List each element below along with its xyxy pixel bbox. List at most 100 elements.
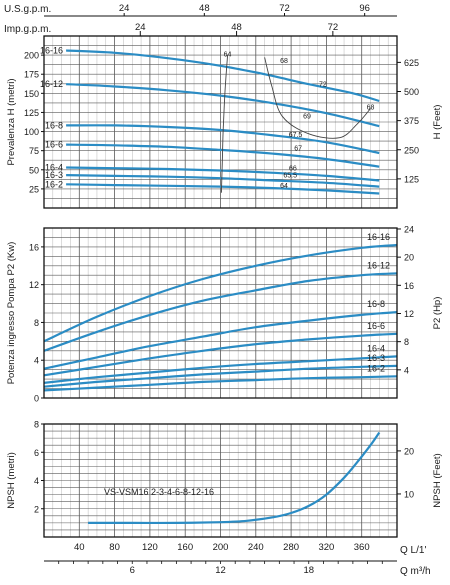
impgpm-axis-label: Imp.g.p.m.: [4, 24, 51, 35]
lmin-tick-label: 280: [283, 542, 299, 553]
series-label-16-12: 16-12: [40, 79, 63, 89]
lmin-tick-label: 360: [354, 542, 370, 553]
y-tick-label: 6: [34, 448, 39, 458]
curve-16-2: [66, 183, 380, 195]
lmin-tick-label: 320: [318, 542, 334, 553]
curve-16-8: [66, 124, 380, 155]
y2-tick-label: 24: [404, 224, 414, 234]
text-layer: U.S.g.p.m. Imp.g.p.m. Q L/1' Q m³/h VS-V…: [4, 3, 443, 577]
impgpm-tick-label: 24: [135, 22, 146, 33]
y-axis-title: NPSH (metri): [6, 452, 17, 508]
efficiency-label: 72: [319, 81, 327, 88]
y2-tick-label: 10: [404, 489, 414, 499]
series-label-16-4: 16-4: [367, 343, 385, 353]
curve-16-2: [43, 375, 398, 392]
y-tick-label: 16: [29, 242, 39, 252]
lmin-tick-label: 80: [109, 542, 120, 553]
y-tick-label: 2: [34, 504, 39, 514]
series-label-16-16: 16-16: [40, 46, 63, 56]
series-label-16-8: 16-8: [45, 120, 63, 130]
y-tick-label: 100: [24, 127, 39, 137]
usgpm-tick-label: 72: [279, 3, 290, 14]
y2-tick-label: 16: [404, 281, 414, 291]
series-label-16-16: 16-16: [367, 232, 390, 242]
y-tick-label: 4: [34, 476, 39, 486]
series-label-16-3: 16-3: [45, 170, 63, 180]
efficiency-label: 66: [289, 166, 297, 173]
curves-layer: [43, 49, 398, 525]
npsh-legend-text: VS-VSM16 2-3-4-6-8-12-16: [104, 487, 214, 497]
efficiency-label: 68: [280, 58, 288, 65]
efficiency-envelope-right: [264, 57, 371, 139]
y-axis-title: Prevalenza H (metri): [6, 78, 17, 165]
y2-tick-label: 125: [404, 174, 419, 184]
y-tick-label: 75: [29, 146, 39, 156]
y-tick-label: 125: [24, 108, 39, 118]
efficiency-label: 69: [303, 114, 311, 121]
series-label-16-12: 16-12: [367, 260, 390, 270]
curve-16-12: [43, 272, 398, 352]
series-label-16-4: 16-4: [45, 162, 63, 172]
efficiency-envelope-left: [220, 55, 229, 193]
y2-tick-label: 500: [404, 87, 419, 97]
panel-frame: [43, 35, 398, 209]
y2-tick-label: 250: [404, 145, 419, 155]
y2-axis-title: H (Feet): [432, 105, 443, 140]
y2-tick-label: 20: [404, 253, 414, 263]
y2-tick-label: 375: [404, 116, 419, 126]
curve-16-6: [43, 332, 398, 377]
series-label-16-6: 16-6: [367, 321, 385, 331]
curve-16-8: [43, 311, 398, 370]
impgpm-tick-label: 48: [231, 22, 242, 33]
lmin-tick-label: 40: [74, 542, 85, 553]
lmin-tick-label: 120: [142, 542, 158, 553]
y-tick-label: 50: [29, 165, 39, 175]
y-tick-label: 25: [29, 184, 39, 194]
y2-tick-label: 12: [404, 309, 414, 319]
usgpm-tick-label: 24: [119, 3, 130, 14]
y-tick-label: 150: [24, 89, 39, 99]
lmin-axis-label: Q L/1': [400, 545, 426, 556]
impgpm-tick-label: 72: [328, 22, 339, 33]
y-tick-label: 12: [29, 280, 39, 290]
curve-16-12: [66, 83, 380, 128]
usgpm-tick-label: 48: [199, 3, 210, 14]
y-tick-label: 4: [34, 356, 39, 366]
panel-frame: [43, 227, 398, 399]
curve-16-3: [43, 364, 398, 388]
curve-16-3: [66, 174, 380, 188]
efficiency-label: 68: [367, 104, 375, 111]
curve-VS-VSM16: [88, 431, 381, 525]
curve-16-6: [66, 143, 380, 168]
y-tick-label: 0: [34, 394, 39, 404]
y-tick-label: 200: [24, 51, 39, 61]
efficiency-label: 67: [294, 146, 302, 153]
y2-tick-label: 625: [404, 58, 419, 68]
y-tick-label: 175: [24, 70, 39, 80]
frames-layer: [41, 13, 401, 564]
lmin-tick-label: 160: [177, 542, 193, 553]
curve-16-4: [66, 166, 380, 182]
m3h-tick-label: 6: [130, 565, 135, 576]
efficiency-label: 64: [280, 183, 288, 190]
grid-layer: [44, 36, 397, 537]
y2-axis-title: NPSH (Feet): [432, 453, 443, 507]
lmin-tick-label: 240: [248, 542, 264, 553]
curve-16-16: [66, 49, 380, 103]
usgpm-tick-label: 96: [359, 3, 370, 14]
series-label-16-3: 16-3: [367, 353, 385, 363]
y2-tick-label: 4: [404, 365, 409, 375]
m3h-axis-label: Q m³/h: [400, 566, 431, 577]
series-label-16-8: 16-8: [367, 299, 385, 309]
y2-axis-title: P2 (Hp): [432, 297, 443, 330]
y-tick-label: 8: [34, 318, 39, 328]
m3h-tick-label: 12: [215, 565, 226, 576]
y-tick-label: 8: [34, 420, 39, 430]
efficiency-label: 67.5: [289, 132, 303, 139]
panel-frame: [43, 423, 398, 538]
usgpm-axis-label: U.S.g.p.m.: [4, 4, 51, 15]
y2-tick-label: 8: [404, 337, 409, 347]
y2-tick-label: 20: [404, 446, 414, 456]
